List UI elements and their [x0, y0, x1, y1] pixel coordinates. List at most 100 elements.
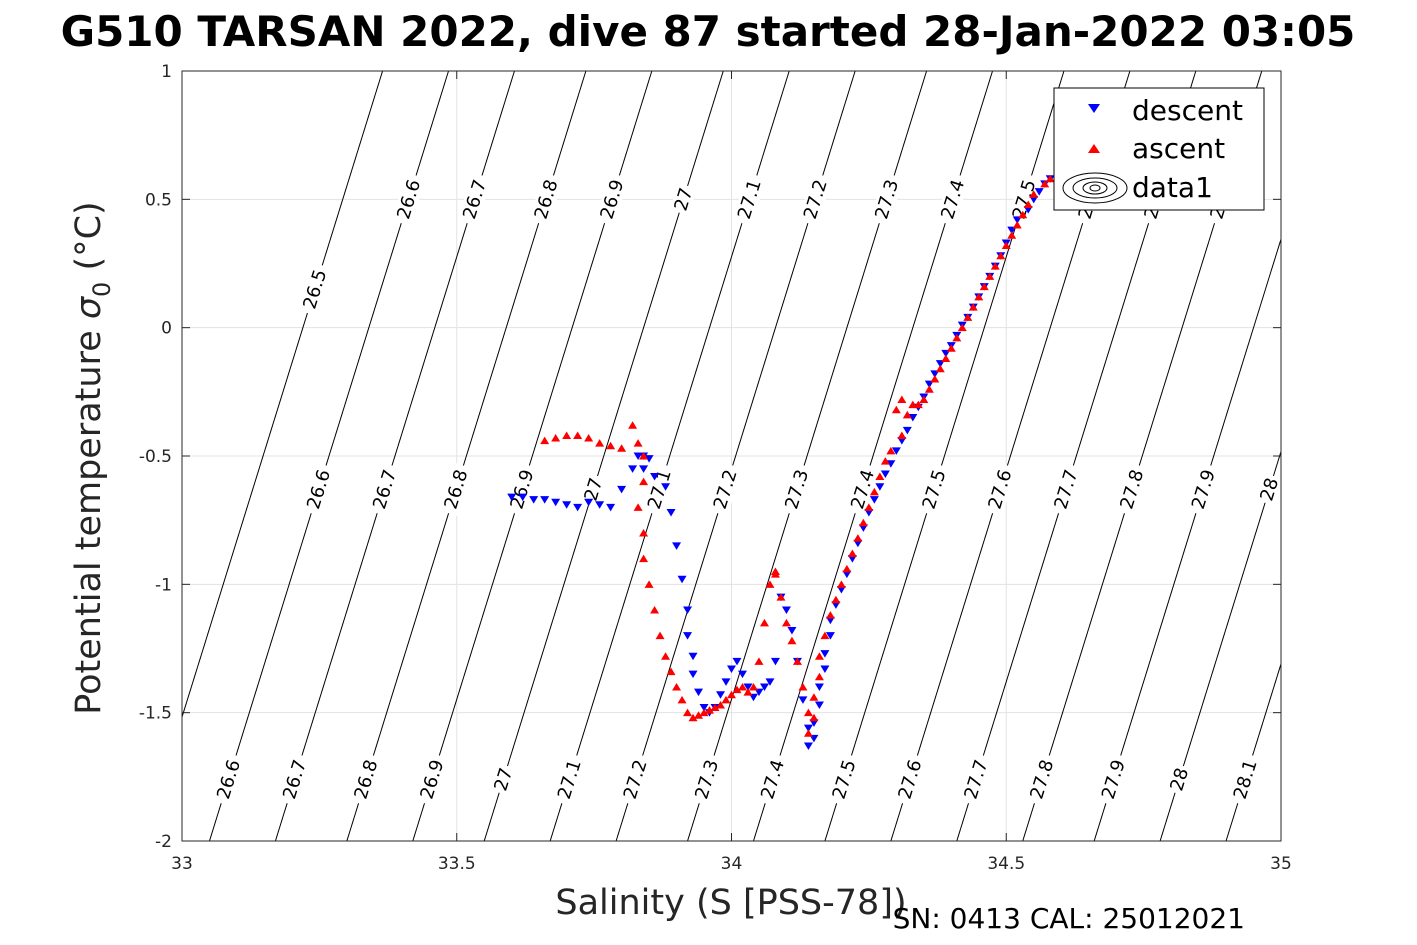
ascent-point — [562, 431, 572, 439]
y-tick-label: -1.5 — [139, 704, 172, 724]
descent-point — [902, 426, 912, 435]
descent-point — [606, 503, 616, 512]
descent-point — [831, 601, 841, 609]
x-axis-label: Salinity (S [PSS-78]) — [555, 883, 906, 923]
descent-point — [880, 470, 890, 478]
descent-point — [683, 632, 693, 640]
ascent-point — [628, 421, 638, 429]
isopycnal-label-bg — [1007, 172, 1042, 227]
x-tick-label: 34 — [721, 854, 743, 874]
ascent-point — [963, 313, 973, 321]
isopycnal-label-bg — [367, 462, 402, 517]
descent-point — [721, 678, 731, 686]
ascent-point — [803, 708, 813, 717]
descent-point — [748, 693, 758, 702]
ascent-point — [952, 333, 962, 342]
ascent-point — [759, 618, 769, 627]
isopycnal-label: 26.9 — [595, 172, 629, 227]
descent-point — [803, 742, 813, 751]
descent-point — [941, 349, 951, 358]
ascent-point — [732, 685, 742, 694]
footer-serial-calibration: SN: 0413 CAL: 25012021 — [893, 902, 1245, 935]
descent-point — [935, 360, 945, 368]
ascent-point — [540, 436, 550, 445]
descent-point — [908, 414, 918, 422]
y-axis-label-unit: (°C) — [69, 201, 109, 281]
ascent-point — [595, 439, 605, 447]
isopycnal-label-bg — [1048, 462, 1083, 517]
legend: descent ascent data1 — [1053, 87, 1265, 211]
ascent-point — [979, 282, 989, 291]
isopycnal-label-bg — [211, 752, 246, 807]
descent-point — [803, 724, 813, 733]
isopycnal-label-bg — [917, 462, 952, 517]
ascent-point — [968, 303, 978, 311]
isopycnal-label-bg — [301, 462, 336, 517]
ascent-point — [633, 439, 643, 447]
ascent-point — [776, 593, 786, 601]
ascent-point — [814, 672, 824, 681]
descent-point — [672, 542, 682, 550]
ascent-point — [688, 713, 698, 722]
descent-point — [688, 670, 698, 679]
descent-point — [814, 683, 824, 691]
legend-data1-label: data1 — [1132, 171, 1213, 204]
isopycnal-label-bg — [1186, 462, 1221, 517]
ascent-point — [551, 434, 561, 442]
isopycnal-label-bg — [779, 462, 814, 517]
ascent-point — [869, 487, 879, 496]
ascent-point — [743, 688, 753, 696]
isopycnal-label-bg — [277, 752, 312, 807]
ascent-point — [606, 441, 616, 450]
descent-point — [699, 704, 709, 712]
ascent-point — [770, 567, 780, 575]
isopycnal-label-bg — [642, 462, 677, 517]
descent-point — [628, 465, 638, 473]
descent-point — [825, 616, 835, 625]
descent-point — [644, 455, 654, 463]
y-tick-label: 0 — [161, 319, 172, 339]
isopycnal-label-bg — [439, 462, 473, 517]
ascent-point — [996, 251, 1006, 260]
isopycnal-label-bg — [552, 752, 587, 807]
descent-point — [869, 496, 879, 504]
isopycnal-label-bg — [618, 752, 653, 807]
isopycnal-label-bg — [529, 172, 564, 227]
descent-point — [781, 606, 791, 614]
descent-point — [518, 493, 528, 502]
isopycnal-label-bg — [689, 752, 724, 807]
ascent-point — [694, 711, 704, 719]
descent-point — [897, 437, 907, 445]
x-tick-label: 33 — [171, 854, 193, 874]
isopycnal-label-bg — [798, 172, 833, 227]
descent-point — [551, 498, 561, 507]
ascent-point — [864, 503, 874, 511]
ascent-point — [781, 618, 791, 627]
ascent-point — [721, 695, 731, 704]
ascent-point — [809, 713, 819, 722]
descent-point — [836, 585, 846, 594]
ascent-point — [639, 529, 649, 537]
ascent-point — [847, 549, 857, 558]
descent-point — [809, 719, 819, 727]
y-tick-label: 1 — [161, 62, 172, 82]
descent-point — [633, 452, 643, 460]
ascent-point — [765, 580, 775, 588]
isopycnal-label-bg — [1114, 462, 1149, 517]
ascent-point — [699, 708, 709, 717]
descent-point — [1034, 188, 1044, 196]
isopycnal-label: 26.6 — [301, 462, 336, 517]
isopycnal-label: 27.3 — [779, 462, 814, 517]
isopycnal-line — [1225, 662, 1281, 841]
descent-point — [529, 496, 539, 504]
ascent-point — [672, 683, 682, 691]
ascent-point — [853, 534, 863, 542]
descent-point — [1023, 206, 1033, 214]
legend-ascent-label: ascent — [1132, 132, 1225, 165]
descent-point — [842, 570, 852, 579]
descent-point — [798, 696, 808, 704]
isopycnal-label-bg — [1096, 752, 1131, 807]
descent-point — [743, 683, 753, 691]
x-tick-label: 35 — [1270, 854, 1292, 874]
